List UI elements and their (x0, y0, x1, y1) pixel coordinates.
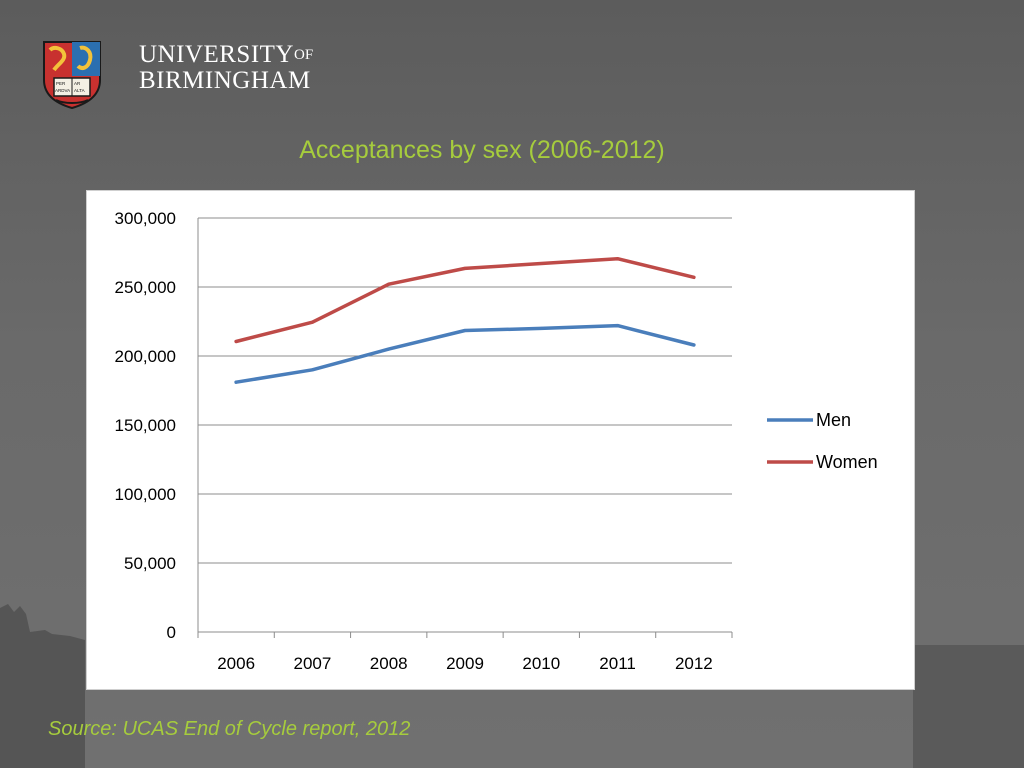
wordmark-of: OF (294, 47, 314, 63)
data-point-men-2007 (310, 368, 314, 372)
wordmark-line-1: UNIVERSITY (139, 41, 294, 68)
data-point-women-2009 (463, 266, 467, 270)
data-point-men-2008 (387, 347, 391, 351)
data-point-women-2011 (616, 257, 620, 261)
legend-label-women: Women (816, 452, 878, 472)
x-tick-label-2008: 2008 (370, 654, 408, 673)
slide-title: Acceptances by sex (2006-2012) (299, 136, 665, 164)
source-caption: Source: UCAS End of Cycle report, 2012 (48, 718, 411, 740)
y-tick-label: 50,000 (124, 554, 176, 573)
legend-label-men: Men (816, 410, 851, 430)
x-tick-label-2012: 2012 (675, 654, 713, 673)
chart-container: 0 50,000 100,000 150,000 200,000 250,000 300,0… (86, 190, 915, 690)
line-chart: 0 50,000 100,000 150,000 200,000 250,000 300,0… (115, 209, 878, 673)
x-tick-label-2011: 2011 (599, 654, 636, 673)
y-tick-label: 200,000 (115, 347, 176, 366)
y-tick-label: 0 (167, 623, 176, 642)
data-point-men-2011 (616, 324, 620, 328)
x-tick-label-2010: 2010 (522, 654, 560, 673)
crest-book-text-3: ARDVA (55, 88, 70, 93)
data-point-men-2010 (539, 326, 543, 330)
wordmark-line-2: BIRMINGHAM (139, 67, 311, 94)
data-point-women-2008 (387, 282, 391, 286)
data-point-men-2012 (692, 343, 696, 347)
university-wordmark: UNIVERSITYOF BIRMINGHAM (139, 42, 313, 94)
y-tick-label: 100,000 (115, 485, 176, 504)
x-tick-label-2009: 2009 (446, 654, 484, 673)
y-tick-label: 150,000 (115, 416, 176, 435)
university-logo: PER AR ARDVA ALTA UNIVERSITYOF BIRMINGHA… (42, 40, 313, 110)
x-tick-label-2006: 2006 (217, 654, 255, 673)
data-point-men-2009 (463, 328, 467, 332)
university-crest-icon: PER AR ARDVA ALTA (43, 41, 101, 110)
x-tick-label-2007: 2007 (294, 654, 332, 673)
y-tick-label: 250,000 (115, 278, 176, 297)
crest-book-text-2: AR (74, 81, 81, 86)
crest-book-text-1: PER (56, 81, 66, 86)
data-point-women-2006 (234, 340, 238, 344)
series-line-men (234, 323, 696, 384)
crest-book-text-4: ALTA (74, 88, 85, 93)
data-point-women-2007 (310, 320, 314, 324)
data-point-women-2012 (692, 275, 696, 279)
data-point-women-2010 (539, 262, 543, 266)
y-tick-label: 300,000 (115, 209, 176, 228)
data-point-men-2006 (234, 380, 238, 384)
